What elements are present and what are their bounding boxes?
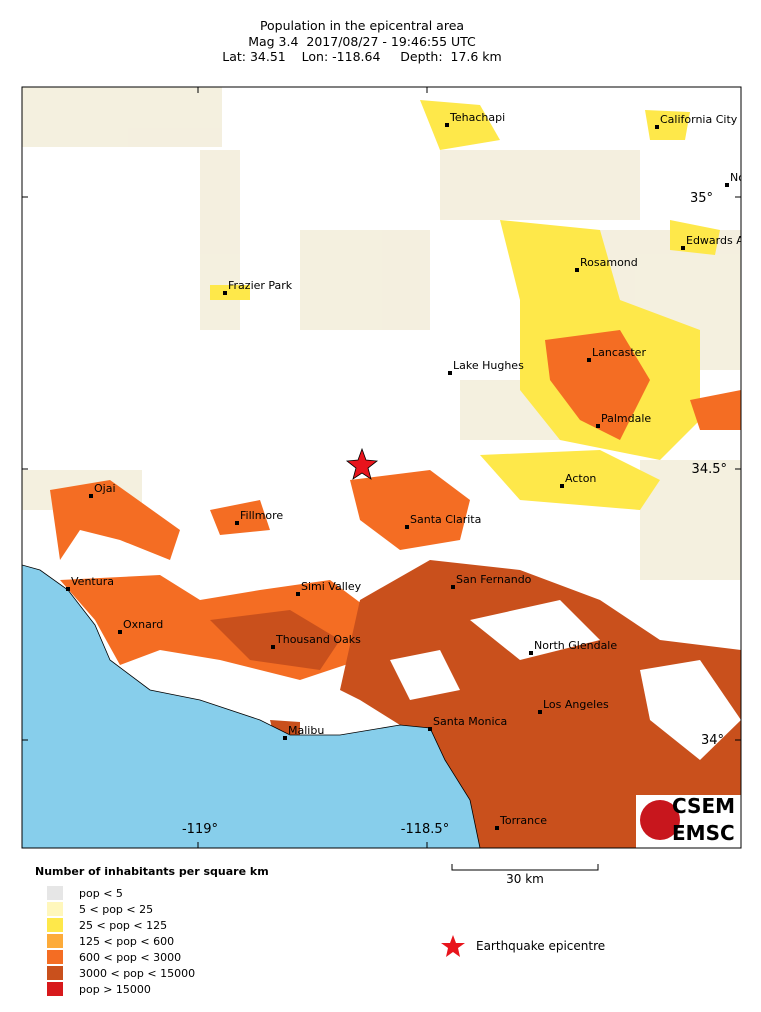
logo-text: CSEM <box>672 794 735 818</box>
city-marker <box>655 125 659 129</box>
city-label: Edwards A <box>686 234 744 247</box>
city-marker <box>560 484 564 488</box>
city-label: Acton <box>565 472 596 485</box>
city-label: No <box>730 171 745 184</box>
city-label: Oxnard <box>123 618 163 631</box>
grid-label: -118.5° <box>401 822 449 837</box>
city-label: Santa Clarita <box>410 513 481 526</box>
city-label: Ventura <box>71 575 114 588</box>
grid-label: 34.5° <box>692 462 727 477</box>
city-marker <box>448 371 452 375</box>
logo-globe <box>640 800 680 840</box>
city-label: San Fernando <box>456 573 532 586</box>
ocean <box>22 564 481 848</box>
legend-label: 600 < pop < 3000 <box>79 951 181 964</box>
legend-label: 25 < pop < 125 <box>79 919 167 932</box>
city-marker <box>681 246 685 250</box>
legend-swatch <box>47 902 63 916</box>
grid-label: -119° <box>182 822 218 837</box>
epicentre-legend-star <box>441 935 465 957</box>
city-marker <box>538 710 542 714</box>
map-frame <box>21 86 742 849</box>
city-marker <box>89 494 93 498</box>
city-label: California City <box>660 113 738 126</box>
legend-swatch <box>47 982 63 996</box>
city-label: Torrance <box>499 814 547 827</box>
epicentre-star <box>345 447 379 480</box>
scale-label: 30 km <box>506 872 544 886</box>
city-marker <box>223 291 227 295</box>
city-label: Ojai <box>94 482 116 495</box>
city-label: Fillmore <box>240 509 283 522</box>
grid-label: 35° <box>690 191 713 206</box>
legend-swatch <box>47 886 63 900</box>
scale-bar <box>451 864 599 871</box>
legend-swatch <box>47 966 63 980</box>
city-marker <box>405 525 409 529</box>
city-marker <box>283 736 287 740</box>
legend-label: pop < 5 <box>79 887 123 900</box>
city-label: Rosamond <box>580 256 638 269</box>
logo-text: EMSC <box>672 821 735 845</box>
unpopulated-gaps <box>390 600 741 760</box>
city-label: Los Angeles <box>543 698 609 711</box>
cities: Tehachapi California City No Edwards A Rosam… <box>66 111 745 830</box>
legend-label: 5 < pop < 25 <box>79 903 153 916</box>
city-label: Malibu <box>288 724 324 737</box>
city-label: Simi Valley <box>301 580 362 593</box>
grid-label: 34° <box>701 733 724 748</box>
city-marker <box>596 424 600 428</box>
city-label: Palmdale <box>601 412 651 425</box>
map: Tehachapi California City No Edwards A Rosam… <box>22 87 745 848</box>
city-label: Thousand Oaks <box>275 633 361 646</box>
city-marker <box>495 826 499 830</box>
title: Population in the epicentral area <box>260 18 464 33</box>
legend: pop < 5 5 < pop < 25 25 < pop < 125 125 < p… <box>47 886 195 996</box>
city-label: Lake Hughes <box>453 359 524 372</box>
city-label: Tehachapi <box>449 111 505 124</box>
legend-swatch <box>47 950 63 964</box>
legend-swatch <box>47 918 63 932</box>
city-marker <box>271 645 275 649</box>
graticule: 35° 34.5° 34° -119° -118.5° <box>22 87 741 848</box>
city-marker <box>118 630 122 634</box>
event-info: Mag 3.4 2017/08/27 - 19:46:55 UTC <box>248 34 476 49</box>
city-marker <box>587 358 591 362</box>
city-label: Lancaster <box>592 346 646 359</box>
city-marker <box>529 651 533 655</box>
city-marker <box>296 592 300 596</box>
city-label: Santa Monica <box>433 715 507 728</box>
city-marker <box>235 521 239 525</box>
legend-swatch <box>47 934 63 948</box>
city-marker <box>451 585 455 589</box>
city-marker <box>575 268 579 272</box>
legend-label: 125 < pop < 600 <box>79 935 174 948</box>
epicentre-legend-label: Earthquake epicentre <box>476 939 605 953</box>
city-marker <box>66 587 70 591</box>
location-info: Lat: 34.51 Lon: -118.64 Depth: 17.6 km <box>222 49 501 64</box>
legend-title: Number of inhabitants per square km <box>35 865 269 878</box>
city-label: Frazier Park <box>228 279 293 292</box>
legend-label: 3000 < pop < 15000 <box>79 967 195 980</box>
city-label: North Glendale <box>534 639 617 652</box>
city-marker <box>428 727 432 731</box>
legend-label: pop > 15000 <box>79 983 151 996</box>
city-marker <box>725 183 729 187</box>
city-marker <box>445 123 449 127</box>
